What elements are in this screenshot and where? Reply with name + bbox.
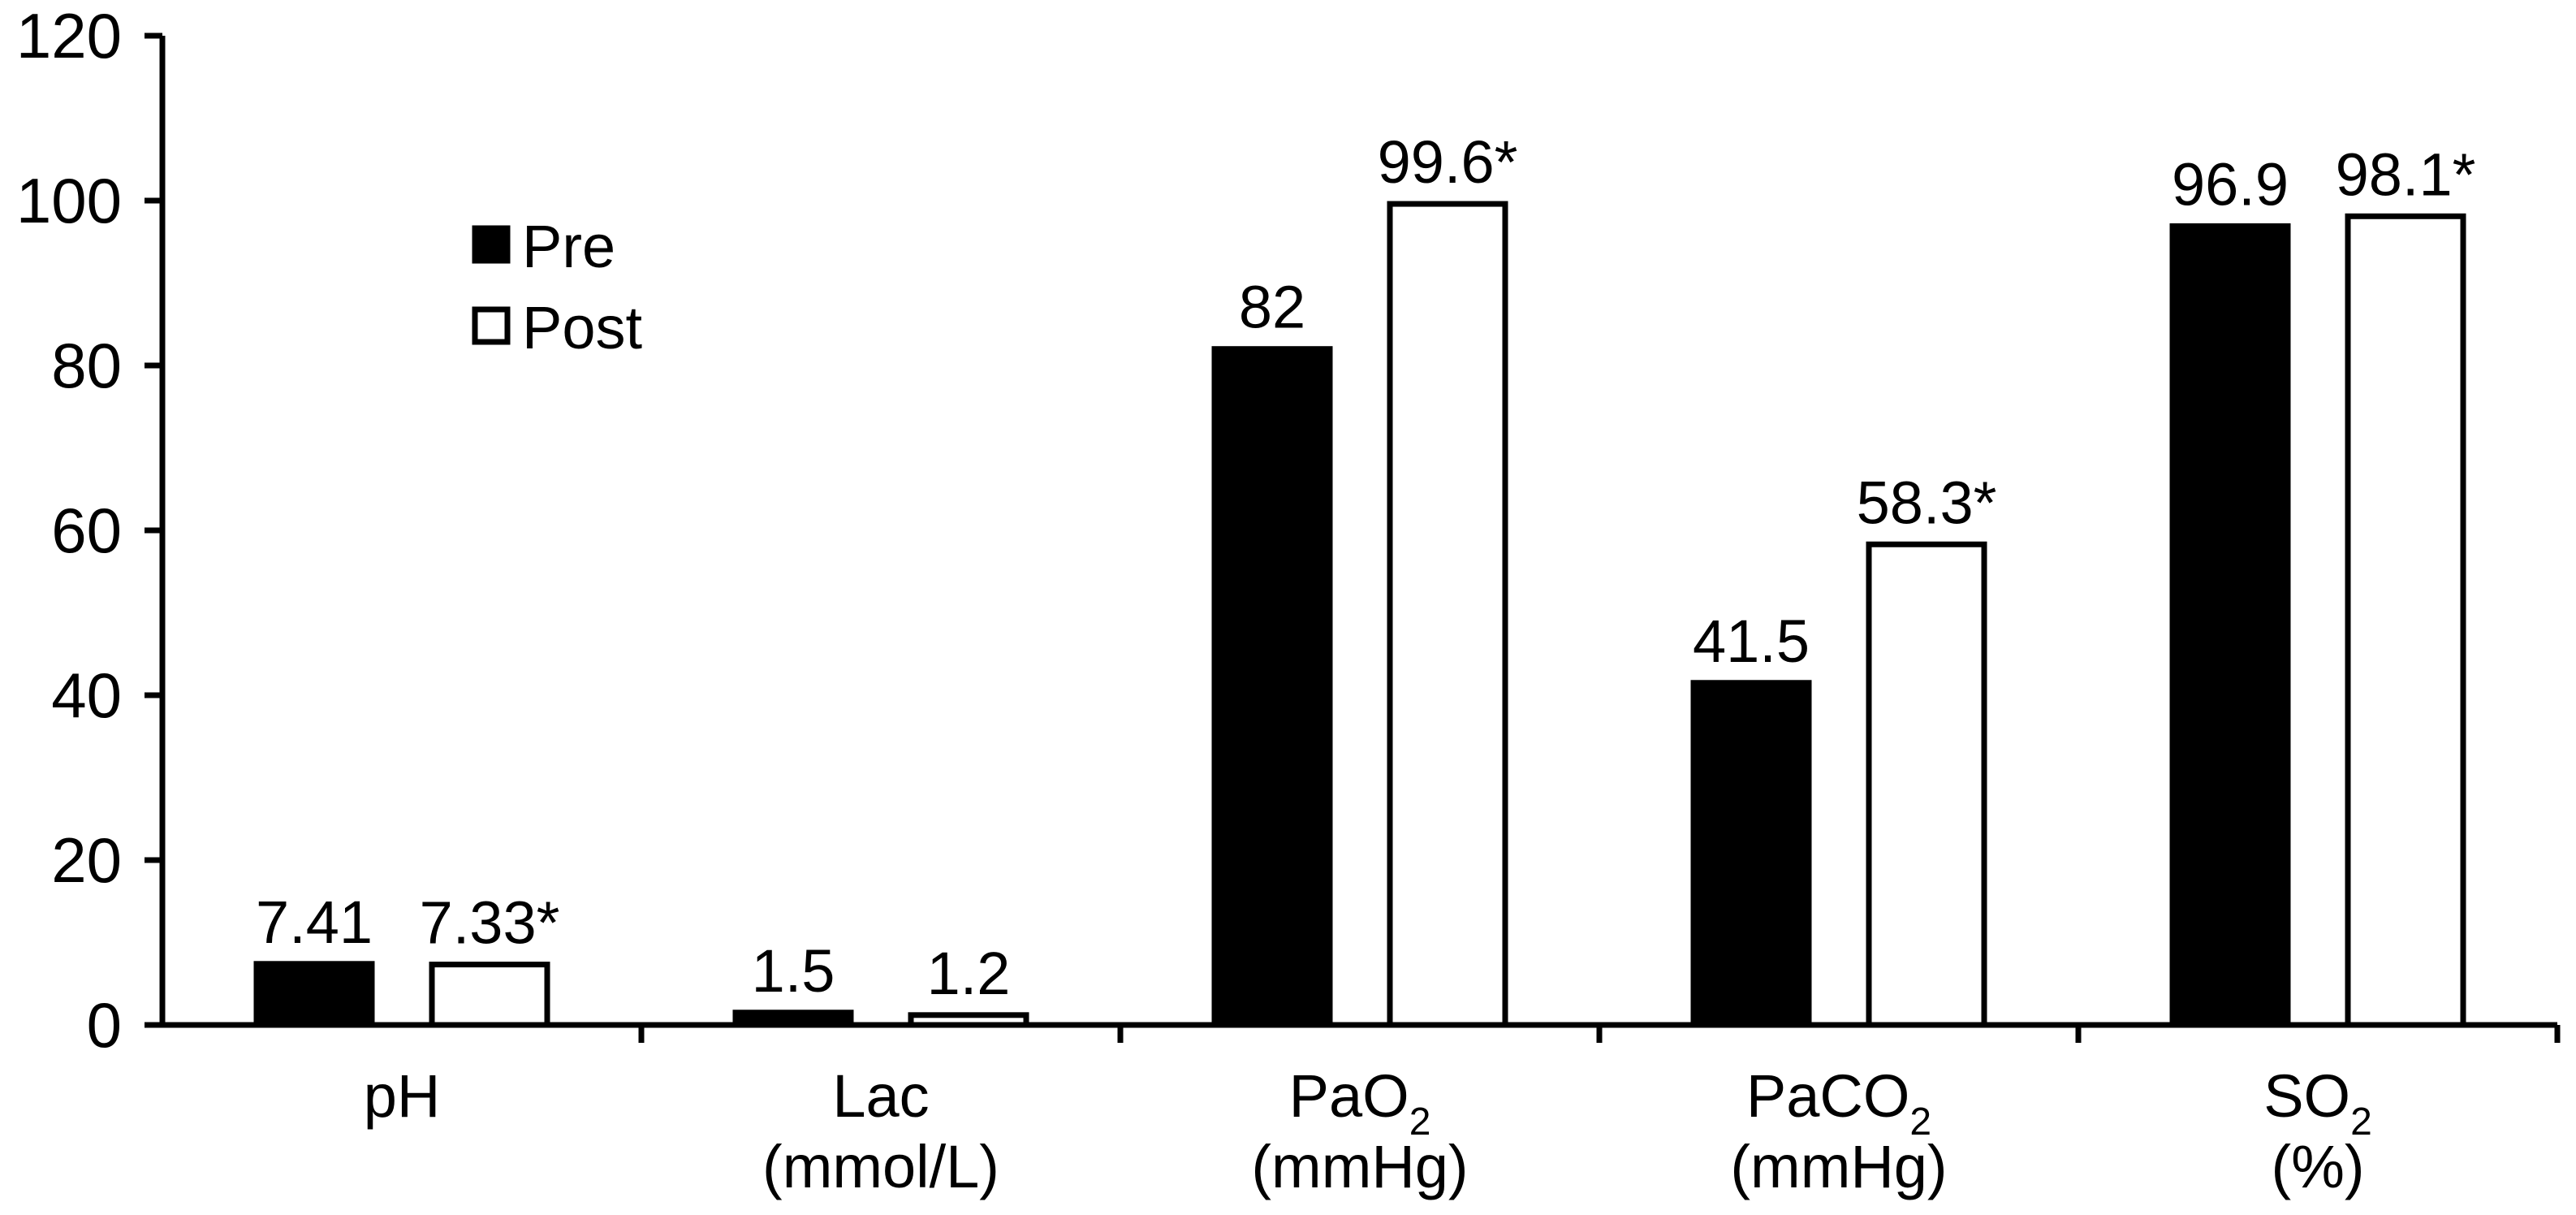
- axes-layer: 0 20 40 60 80 100 120: [16, 0, 2561, 1061]
- data-label-post-1: 1.2: [927, 940, 1011, 1007]
- data-label-pre-1: 1.5: [752, 937, 835, 1005]
- data-label-pre-3: 41.5: [1693, 608, 1810, 675]
- y-tick-label-100: 100: [16, 165, 122, 236]
- y-tick-label-120: 120: [16, 0, 122, 71]
- data-label-post-3: 58.3*: [1857, 469, 1997, 536]
- bar-pre-3: [1690, 680, 1812, 1028]
- bar-post-2: [1387, 201, 1508, 1028]
- bar-post-3: [1866, 541, 1987, 1028]
- labels-layer: 7.41 1.5 82 41.5 96.9 7.33* 1.2 99.6* 58.3* 98.1*…: [256, 128, 2475, 1200]
- bar-pre-0: [253, 961, 375, 1028]
- bars-layer: [253, 201, 2466, 1028]
- category-label-4: SO2: [2263, 1062, 2372, 1144]
- category-label-3: PaCO2: [1746, 1062, 1931, 1144]
- data-label-pre-0: 7.41: [256, 889, 373, 956]
- category-label-line2-4: (%): [2271, 1133, 2364, 1200]
- legend-swatch-pre: [472, 225, 511, 264]
- y-tick-label-80: 80: [51, 330, 122, 401]
- category-label-subscript-3: 2: [1909, 1100, 1931, 1144]
- legend-swatch-post: [472, 306, 511, 345]
- data-label-post-0: 7.33*: [420, 889, 560, 957]
- category-label-subscript-2: 2: [1409, 1100, 1431, 1144]
- y-tick-label-0: 0: [87, 989, 122, 1061]
- y-tick-label-40: 40: [51, 659, 122, 731]
- category-label-1: Lac: [832, 1062, 929, 1130]
- y-tick-label-20: 20: [51, 824, 122, 896]
- legend-label-post: Post: [522, 294, 643, 361]
- category-label-main-4: SO: [2263, 1062, 2350, 1130]
- category-label-main-3: PaCO: [1746, 1062, 1910, 1130]
- category-label-line2-2: (mmHg): [1251, 1133, 1468, 1200]
- category-label-main-0: pH: [364, 1062, 441, 1130]
- bar-pre-4: [2169, 223, 2291, 1028]
- category-label-line2-3: (mmHg): [1730, 1133, 1947, 1200]
- category-label-main-1: Lac: [832, 1062, 929, 1130]
- data-label-pre-2: 82: [1239, 274, 1305, 341]
- category-label-2: PaO2: [1289, 1062, 1431, 1144]
- bar-post-4: [2345, 213, 2466, 1028]
- category-label-0: pH: [364, 1062, 441, 1130]
- data-label-post-4: 98.1*: [2336, 141, 2476, 208]
- bar-post-0: [429, 962, 550, 1028]
- category-label-line2-1: (mmol/L): [762, 1133, 999, 1200]
- legend: Pre Post: [472, 213, 643, 361]
- data-label-post-2: 99.6*: [1378, 128, 1518, 196]
- bar-pre-2: [1211, 346, 1333, 1028]
- category-label-main-2: PaO: [1289, 1062, 1409, 1130]
- category-label-subscript-4: 2: [2350, 1100, 2372, 1144]
- data-label-pre-4: 96.9: [2172, 150, 2289, 218]
- y-tick-label-60: 60: [51, 495, 122, 566]
- legend-label-pre: Pre: [522, 213, 615, 280]
